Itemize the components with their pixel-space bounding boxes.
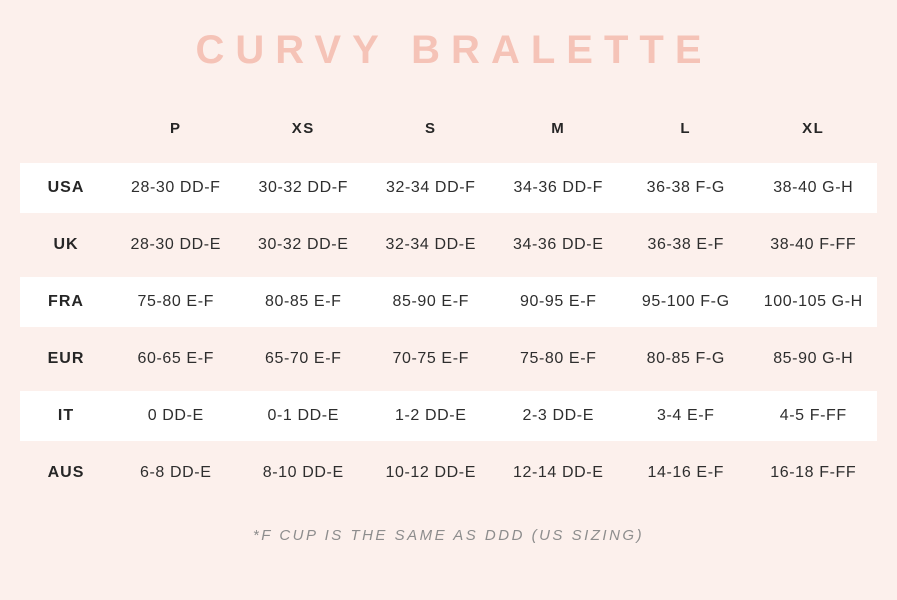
size-cell: 0-1 DD-E xyxy=(267,407,339,424)
row-label-aus: AUS xyxy=(47,464,85,481)
title-section: CURVY BRALETTE xyxy=(0,0,897,100)
table-row-eur: EUR 60-65 E-F 65-70 E-F 70-75 E-F 75-80 … xyxy=(20,334,877,384)
size-cell: 28-30 DD-F xyxy=(130,179,221,196)
size-cell: 8-10 DD-E xyxy=(262,464,344,481)
size-cell: 85-90 E-F xyxy=(392,293,470,310)
size-cell: 38-40 F-FF xyxy=(770,236,857,253)
size-cell: 85-90 G-H xyxy=(773,350,854,367)
size-cell: 30-32 DD-F xyxy=(258,179,349,196)
table-row-uk: UK 28-30 DD-E 30-32 DD-E 32-34 DD-E 34-3… xyxy=(20,220,877,270)
column-header-p: P xyxy=(169,119,182,137)
page-title: CURVY BRALETTE xyxy=(195,27,713,72)
table-row-fra: FRA 75-80 E-F 80-85 E-F 85-90 E-F 90-95 … xyxy=(20,277,877,327)
footnote-text: *F CUP IS THE SAME AS DDD (US SIZING) xyxy=(252,526,645,544)
table-row-usa: USA 28-30 DD-F 30-32 DD-F 32-34 DD-F 34-… xyxy=(20,163,877,213)
size-cell: 0 DD-E xyxy=(147,407,204,424)
size-cell: 6-8 DD-E xyxy=(140,464,212,481)
column-header-m: M xyxy=(551,119,566,137)
size-cell: 60-65 E-F xyxy=(137,350,215,367)
row-label-fra: FRA xyxy=(48,293,84,310)
row-label-uk: UK xyxy=(53,236,79,253)
size-cell: 75-80 E-F xyxy=(137,293,215,310)
row-label-usa: USA xyxy=(47,179,85,196)
size-chart-table: P XS S M L XL USA 28-30 DD-F 30-32 DD-F … xyxy=(0,100,897,498)
column-header-xs: XS xyxy=(291,119,315,137)
size-cell: 80-85 E-F xyxy=(264,293,342,310)
size-cell: 65-70 E-F xyxy=(264,350,342,367)
column-header-l: L xyxy=(680,119,692,137)
column-header-row: P XS S M L XL xyxy=(20,100,877,156)
size-cell: 100-105 G-H xyxy=(763,293,863,310)
size-cell: 2-3 DD-E xyxy=(522,407,594,424)
row-label-it: IT xyxy=(57,407,75,424)
size-cell: 30-32 DD-E xyxy=(258,236,349,253)
size-cell: 3-4 E-F xyxy=(656,407,715,424)
column-header-s: S xyxy=(424,119,437,137)
size-cell: 36-38 F-G xyxy=(646,179,725,196)
size-cell: 90-95 E-F xyxy=(519,293,597,310)
size-cell: 34-36 DD-E xyxy=(513,236,604,253)
size-cell: 75-80 E-F xyxy=(519,350,597,367)
size-cell: 10-12 DD-E xyxy=(385,464,476,481)
size-cell: 16-18 F-FF xyxy=(770,464,857,481)
size-cell: 38-40 G-H xyxy=(773,179,854,196)
table-row-aus: AUS 6-8 DD-E 8-10 DD-E 10-12 DD-E 12-14 … xyxy=(20,448,877,498)
size-cell: 70-75 E-F xyxy=(392,350,470,367)
size-cell: 12-14 DD-E xyxy=(513,464,604,481)
size-cell: 14-16 E-F xyxy=(647,464,725,481)
column-header-xl: XL xyxy=(802,119,825,137)
size-cell: 32-34 DD-F xyxy=(385,179,476,196)
row-label-eur: EUR xyxy=(47,350,85,367)
size-cell: 1-2 DD-E xyxy=(395,407,467,424)
size-cell: 80-85 F-G xyxy=(646,350,725,367)
size-cell: 95-100 F-G xyxy=(641,293,730,310)
size-cell: 32-34 DD-E xyxy=(385,236,476,253)
table-row-it: IT 0 DD-E 0-1 DD-E 1-2 DD-E 2-3 DD-E 3-4… xyxy=(20,391,877,441)
size-cell: 34-36 DD-F xyxy=(513,179,604,196)
size-cell: 28-30 DD-E xyxy=(130,236,221,253)
size-cell: 4-5 F-FF xyxy=(779,407,847,424)
size-cell: 36-38 E-F xyxy=(647,236,725,253)
footnote-section: *F CUP IS THE SAME AS DDD (US SIZING) xyxy=(0,505,897,565)
